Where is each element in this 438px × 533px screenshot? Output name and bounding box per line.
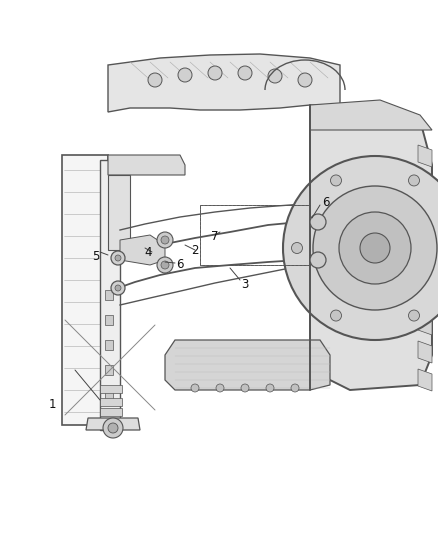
- Text: 4: 4: [144, 246, 152, 260]
- Polygon shape: [418, 229, 432, 251]
- Circle shape: [298, 73, 312, 87]
- Circle shape: [291, 384, 299, 392]
- Text: 6: 6: [322, 197, 330, 209]
- Polygon shape: [418, 173, 432, 195]
- Circle shape: [108, 423, 118, 433]
- Bar: [105, 290, 113, 300]
- Polygon shape: [418, 201, 432, 223]
- Circle shape: [216, 384, 224, 392]
- Polygon shape: [418, 257, 432, 279]
- Circle shape: [266, 384, 274, 392]
- Circle shape: [208, 66, 222, 80]
- Circle shape: [331, 175, 342, 186]
- Polygon shape: [418, 145, 432, 167]
- Polygon shape: [100, 408, 122, 416]
- Circle shape: [111, 281, 125, 295]
- Polygon shape: [418, 285, 432, 307]
- Circle shape: [161, 236, 169, 244]
- Text: 5: 5: [92, 249, 100, 262]
- Circle shape: [313, 186, 437, 310]
- Text: 1: 1: [48, 399, 56, 411]
- Circle shape: [157, 232, 173, 248]
- Circle shape: [148, 73, 162, 87]
- Text: 3: 3: [241, 279, 249, 292]
- Polygon shape: [100, 398, 122, 406]
- Circle shape: [409, 310, 420, 321]
- Circle shape: [310, 252, 326, 268]
- Circle shape: [178, 68, 192, 82]
- Bar: [105, 390, 113, 400]
- Circle shape: [161, 261, 169, 269]
- Circle shape: [191, 384, 199, 392]
- Polygon shape: [418, 341, 432, 363]
- Text: 2: 2: [191, 244, 199, 256]
- Bar: [62, 155, 108, 425]
- Circle shape: [268, 69, 282, 83]
- Polygon shape: [120, 235, 165, 265]
- Circle shape: [310, 214, 326, 230]
- Text: 7: 7: [211, 230, 219, 244]
- Bar: [100, 160, 120, 430]
- Text: 6: 6: [176, 257, 184, 271]
- Polygon shape: [310, 100, 432, 130]
- Circle shape: [241, 384, 249, 392]
- Circle shape: [111, 251, 125, 265]
- Circle shape: [103, 418, 123, 438]
- Circle shape: [115, 255, 121, 261]
- Polygon shape: [310, 105, 432, 390]
- Bar: [105, 365, 113, 375]
- Circle shape: [115, 285, 121, 291]
- Circle shape: [409, 175, 420, 186]
- Circle shape: [238, 66, 252, 80]
- Polygon shape: [418, 313, 432, 335]
- Polygon shape: [418, 369, 432, 391]
- Circle shape: [157, 257, 173, 273]
- Bar: [105, 340, 113, 350]
- Polygon shape: [165, 340, 330, 390]
- Polygon shape: [86, 418, 140, 430]
- Circle shape: [283, 156, 438, 340]
- Circle shape: [292, 243, 303, 254]
- Circle shape: [339, 212, 411, 284]
- Polygon shape: [108, 155, 185, 175]
- Polygon shape: [100, 385, 122, 393]
- Bar: [105, 315, 113, 325]
- Polygon shape: [108, 54, 340, 112]
- Circle shape: [360, 233, 390, 263]
- Circle shape: [331, 310, 342, 321]
- Polygon shape: [108, 175, 130, 250]
